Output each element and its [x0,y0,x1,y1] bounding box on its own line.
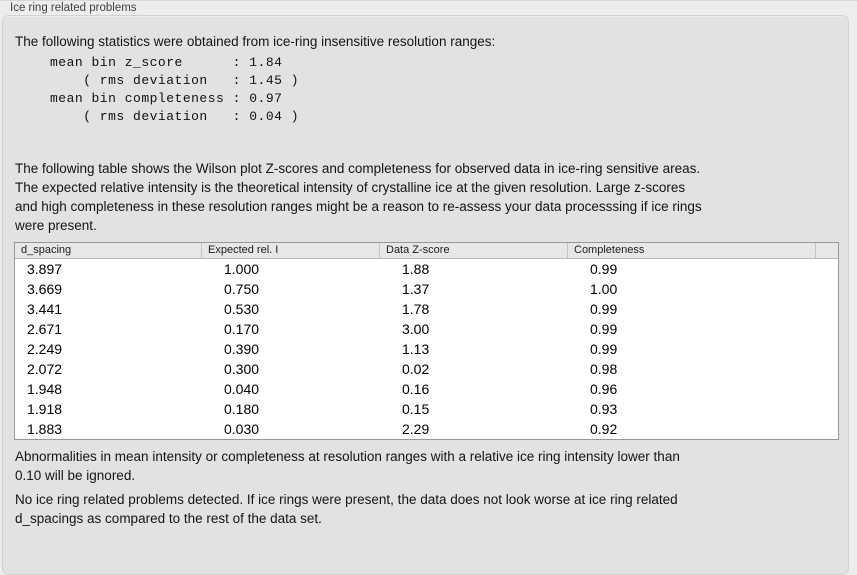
table-body: 3.897 1.000 1.88 0.99 3.669 0.750 1.37 1… [15,259,838,439]
column-header-completeness[interactable]: Completeness [567,243,815,258]
table-row[interactable]: 3.897 1.000 1.88 0.99 [15,259,838,279]
cell-expected-rel-i: 0.040 [224,381,260,397]
table-row[interactable]: 2.671 0.170 3.00 0.99 [15,319,838,339]
ignore-note-text: Abnormalities in mean intensity or compl… [15,449,680,483]
cell-expected-rel-i: 0.170 [224,321,260,337]
cell-data-z-score: 0.02 [402,361,430,377]
cell-filler [815,299,838,319]
cell-filler [815,279,838,299]
column-header-d-spacing[interactable]: d_spacing [21,244,72,256]
table-row[interactable]: 3.441 0.530 1.78 0.99 [15,299,838,319]
cell-completeness: 0.93 [590,401,618,417]
cell-expected-rel-i: 0.300 [224,361,260,377]
cell-completeness: 0.98 [590,361,618,377]
table-intro-text: The following table shows the Wilson plo… [15,161,702,233]
cell-completeness: 0.99 [590,301,618,317]
cell-d-spacing: 2.249 [27,341,63,357]
cell-d-spacing: 3.441 [27,301,63,317]
table-row[interactable]: 1.918 0.180 0.15 0.93 [15,399,838,419]
cell-data-z-score: 3.00 [402,321,430,337]
cell-expected-rel-i: 0.390 [224,341,260,357]
cell-completeness: 0.99 [590,321,618,337]
cell-completeness: 0.99 [590,341,618,357]
column-header-filler [815,243,838,258]
cell-data-z-score: 1.13 [402,341,430,357]
intro-text: The following statistics were obtained f… [15,34,496,49]
cell-data-z-score: 2.29 [402,421,430,437]
cell-d-spacing: 1.948 [27,381,63,397]
cell-filler [815,339,838,359]
stats-block: mean bin z_score : 1.84 ( rms deviation … [50,55,300,124]
cell-data-z-score: 0.16 [402,381,430,397]
cell-filler [815,259,838,279]
cell-completeness: 0.99 [590,261,618,277]
table-row[interactable]: 1.883 0.030 2.29 0.92 [15,419,838,439]
cell-filler [815,399,838,419]
cell-expected-rel-i: 0.030 [224,421,260,437]
cell-filler [815,319,838,339]
result-note-text: No ice ring related problems detected. I… [15,492,678,526]
ice-ring-panel: The following statistics were obtained f… [2,15,849,575]
table-row[interactable]: 2.249 0.390 1.13 0.99 [15,339,838,359]
cell-filler [815,419,838,439]
cell-expected-rel-i: 0.530 [224,301,260,317]
cell-expected-rel-i: 0.750 [224,281,260,297]
top-divider [0,0,857,1]
cell-completeness: 0.92 [590,421,618,437]
cell-d-spacing: 2.671 [27,321,63,337]
cell-d-spacing: 1.918 [27,401,63,417]
cell-completeness: 1.00 [590,281,618,297]
groupbox-title: Ice ring related problems [10,2,137,14]
cell-completeness: 0.96 [590,381,618,397]
cell-d-spacing: 3.897 [27,261,63,277]
column-header-data-z-score[interactable]: Data Z-score [379,243,567,258]
table-row[interactable]: 3.669 0.750 1.37 1.00 [15,279,838,299]
cell-d-spacing: 3.669 [27,281,63,297]
cell-data-z-score: 1.37 [402,281,430,297]
cell-data-z-score: 0.15 [402,401,430,417]
cell-data-z-score: 1.78 [402,301,430,317]
cell-expected-rel-i: 1.000 [224,261,260,277]
table-row[interactable]: 2.072 0.300 0.02 0.98 [15,359,838,379]
column-header-expected-rel-i[interactable]: Expected rel. I [201,243,379,258]
cell-expected-rel-i: 0.180 [224,401,260,417]
table-header-row: d_spacing Expected rel. I Data Z-score C… [15,243,838,259]
cell-filler [815,379,838,399]
cell-data-z-score: 1.88 [402,261,430,277]
ice-ring-table: d_spacing Expected rel. I Data Z-score C… [14,242,839,440]
table-row[interactable]: 1.948 0.040 0.16 0.96 [15,379,838,399]
cell-d-spacing: 2.072 [27,361,63,377]
cell-d-spacing: 1.883 [27,421,63,437]
cell-filler [815,359,838,379]
